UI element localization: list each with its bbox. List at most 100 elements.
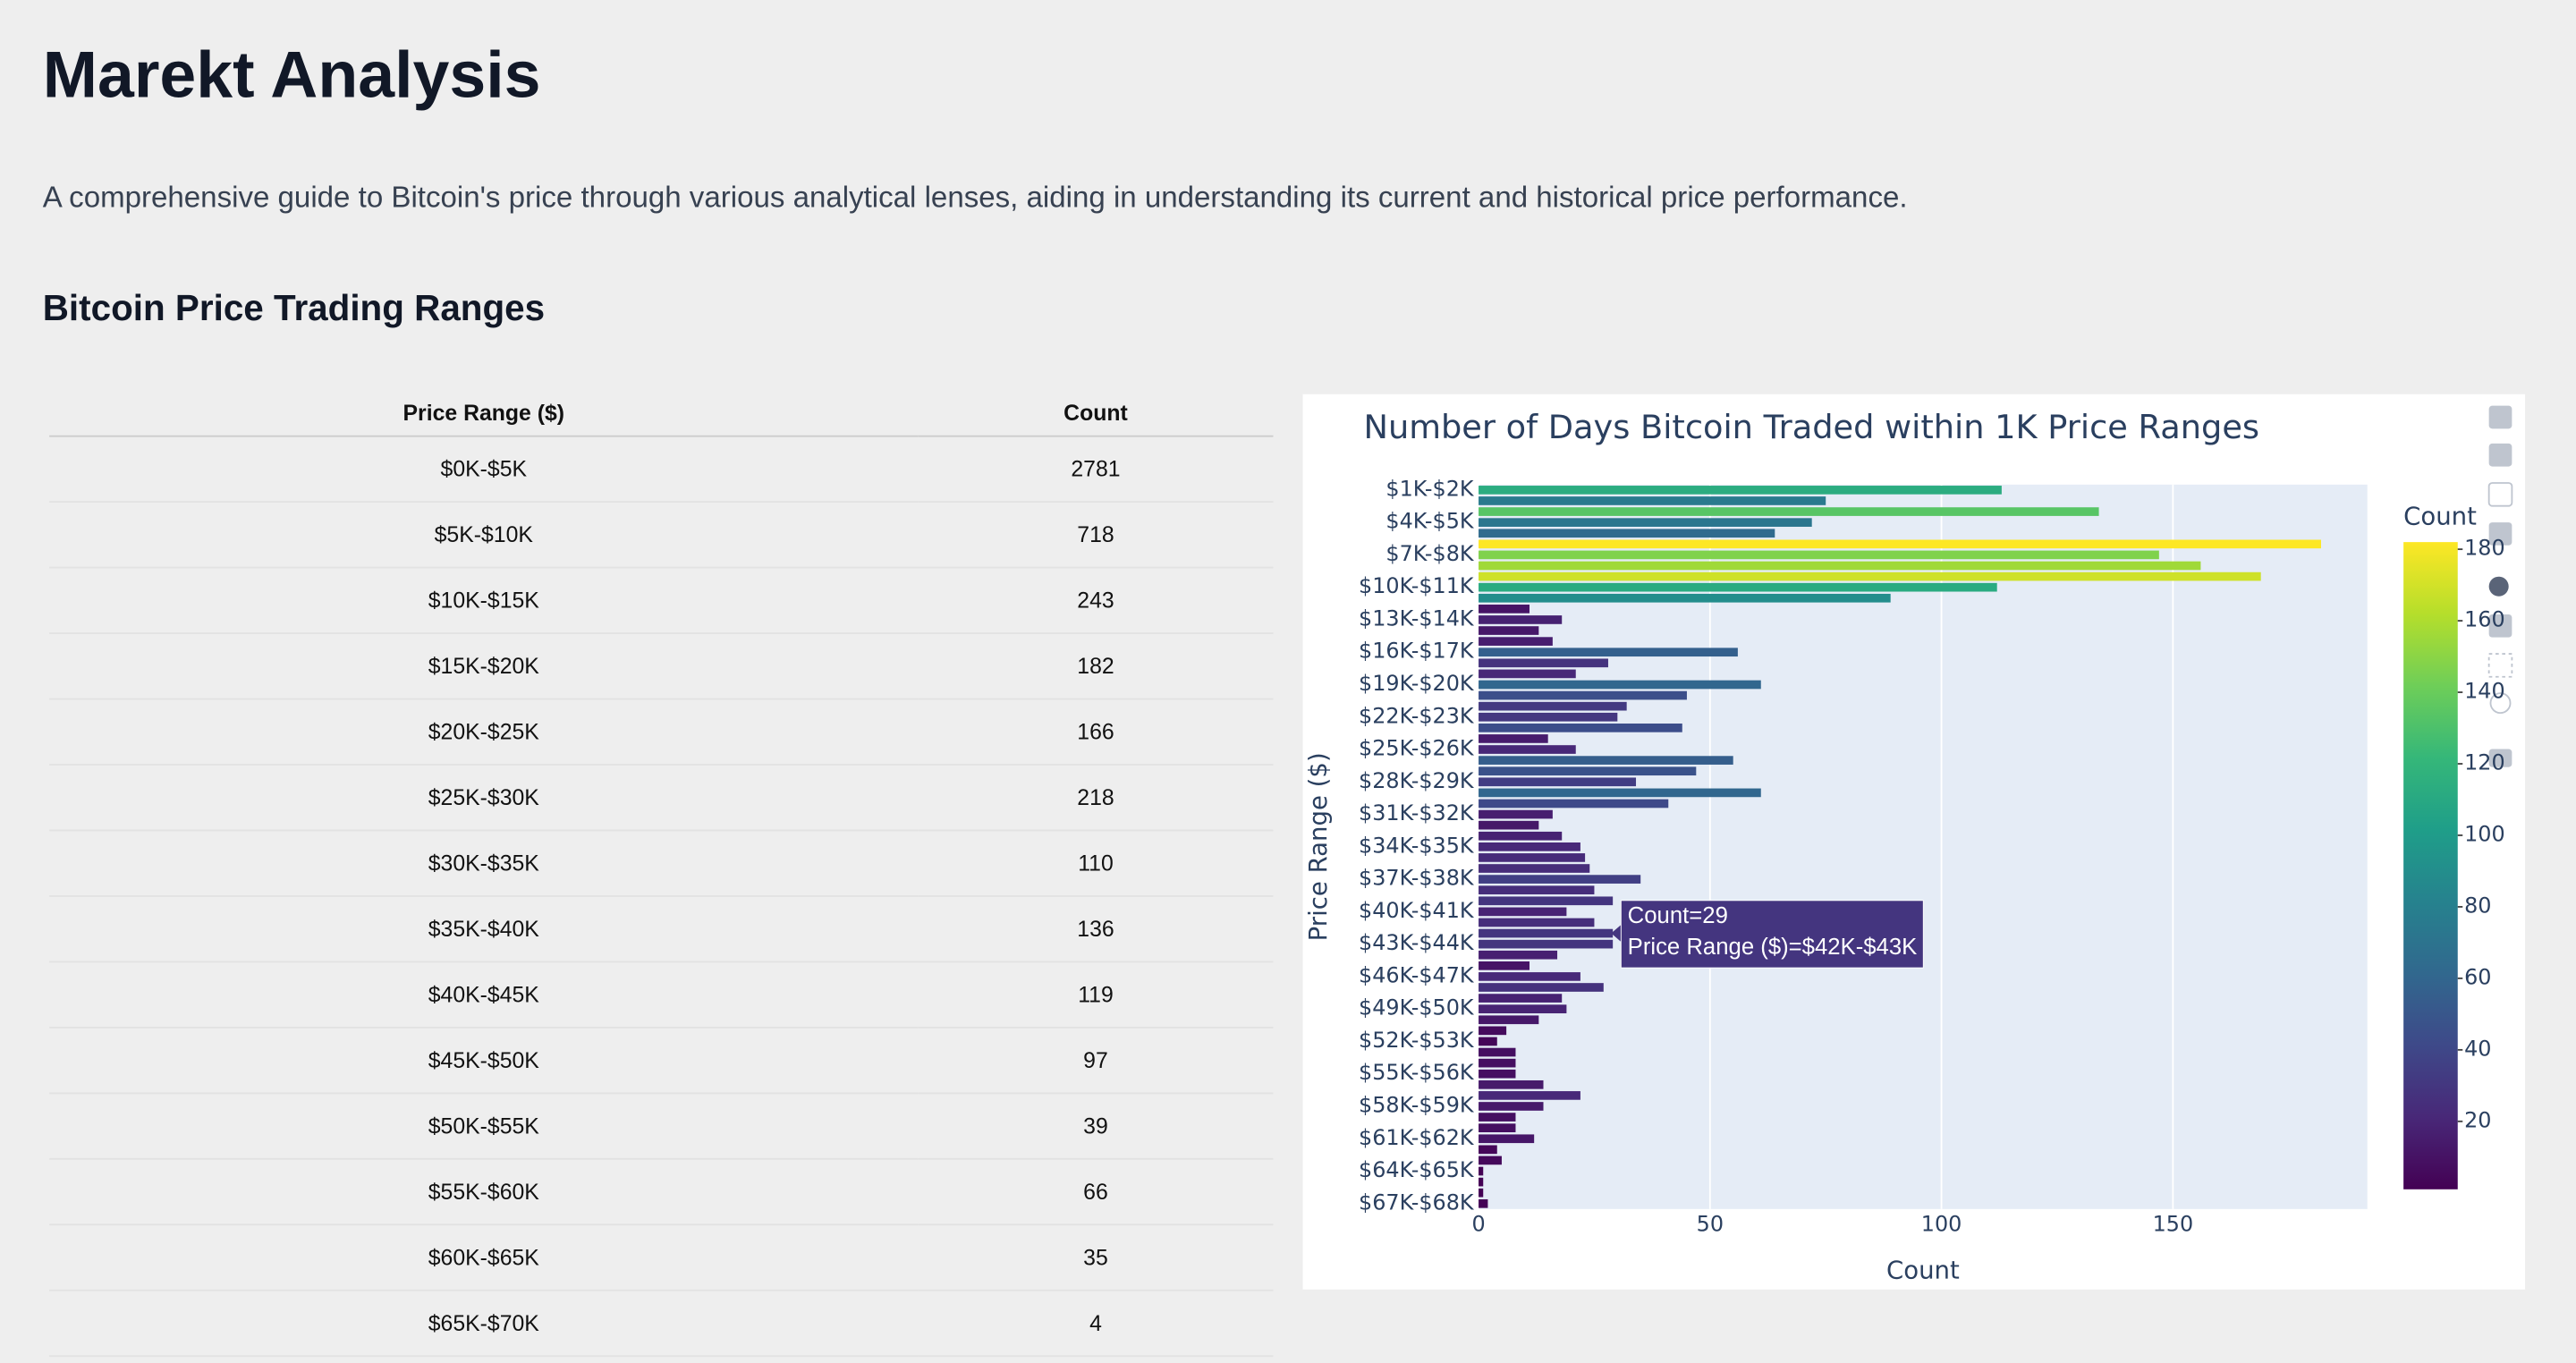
price-range-cell: $5K-$10K	[49, 502, 919, 569]
colorbar-title: Count	[2403, 503, 2477, 531]
bar	[1479, 745, 1576, 754]
table-row: $25K-$30K 218	[49, 765, 1274, 832]
bar	[1479, 864, 1590, 873]
autoscale-button[interactable]	[2487, 482, 2513, 507]
bar	[1479, 1091, 1580, 1100]
bar	[1479, 1079, 1544, 1089]
y-tick-label: $22K-$23K	[1359, 703, 1475, 728]
chart: Number of Days Bitcoin Traded within 1K …	[1304, 405, 2513, 1285]
column-header: Count	[918, 391, 1274, 437]
count-cell: 2781	[918, 436, 1274, 504]
box-select-button[interactable]	[2487, 653, 2513, 678]
y-tick-label: $40K-$41K	[1359, 898, 1475, 923]
zoom-button[interactable]	[2488, 576, 2509, 597]
y-tick-label: $7K-$8K	[1385, 541, 1474, 566]
plot-background	[1479, 484, 2368, 1209]
bar	[1479, 1015, 1539, 1025]
table-row: $30K-$35K 110	[49, 830, 1274, 897]
price-range-cell: $30K-$35K	[49, 830, 919, 897]
colorbar-tick-label: 20	[2464, 1107, 2491, 1132]
price-range-cell: $65K-$70K	[49, 1290, 919, 1358]
bar	[1479, 766, 1697, 776]
table-row: $55K-$60K 66	[49, 1158, 1274, 1226]
bar	[1479, 1198, 1488, 1208]
table-header-row: Price Range ($) Count	[49, 391, 1274, 437]
bar	[1479, 518, 1812, 527]
price-range-table: Price Range ($) Count $0K-$5K 2781 $5K-$10…	[49, 391, 1274, 1358]
count-cell: 218	[918, 765, 1274, 832]
bar	[1479, 939, 1614, 949]
colorbar	[2403, 542, 2458, 1189]
zoom-in-button[interactable]	[2488, 405, 2512, 429]
y-tick-label: $13K-$14K	[1359, 605, 1475, 631]
colorbar-tick-label: 100	[2464, 821, 2505, 846]
download-button[interactable]	[2488, 749, 2512, 767]
bar	[1479, 756, 1733, 765]
bar	[1479, 1177, 1484, 1187]
bar	[1479, 561, 2201, 571]
bar	[1479, 648, 1738, 657]
y-tick-label: $58K-$59K	[1359, 1092, 1475, 1117]
price-range-cell: $15K-$20K	[49, 633, 919, 700]
bar	[1479, 1113, 1516, 1122]
bar	[1479, 734, 1548, 743]
pan-button[interactable]	[2488, 614, 2512, 638]
page-description: A comprehensive guide to Bitcoin's price…	[42, 181, 1908, 214]
bar	[1479, 605, 1530, 614]
count-cell: 35	[918, 1224, 1274, 1291]
colorbar-tick-label: 60	[2464, 964, 2491, 989]
colorbar-tick-label: 140	[2464, 679, 2505, 704]
bar	[1479, 680, 1761, 690]
colorbar-tick-label: 120	[2464, 750, 2505, 775]
y-tick-label: $67K-$68K	[1359, 1189, 1475, 1215]
bar	[1479, 994, 1563, 1003]
tooltip-text: Count=29	[1628, 903, 1728, 928]
bar	[1479, 885, 1595, 895]
bar	[1479, 983, 1604, 992]
table-row: $0K-$5K 2781	[49, 436, 1274, 504]
bar	[1479, 658, 1608, 668]
count-cell: 243	[918, 567, 1274, 634]
y-tick-label: $46K-$47K	[1359, 962, 1475, 987]
bar	[1479, 831, 1563, 841]
x-tick-label: 50	[1697, 1212, 1724, 1237]
colorbar-tick-label: 40	[2464, 1036, 2491, 1061]
bar	[1479, 1134, 1535, 1144]
chart-container: Number of Days Bitcoin Traded within 1K …	[1302, 394, 2526, 1290]
modebar	[2487, 405, 2513, 767]
y-axis-title: Price Range ($)	[1304, 752, 1333, 941]
zoom-out-button[interactable]	[2488, 443, 2512, 467]
y-tick-label: $52K-$53K	[1359, 1028, 1475, 1053]
bar	[1479, 961, 1530, 970]
price-range-cell: $20K-$25K	[49, 698, 919, 766]
table-row: $35K-$40K 136	[49, 895, 1274, 963]
bar	[1479, 637, 1553, 646]
bar	[1479, 777, 1637, 787]
bar	[1479, 529, 1775, 538]
table-row: $20K-$25K 166	[49, 698, 1274, 766]
bar	[1479, 701, 1627, 711]
bar	[1479, 507, 2099, 516]
lasso-button[interactable]	[2489, 692, 2512, 715]
y-tick-label: $10K-$11K	[1359, 573, 1475, 598]
y-tick-label: $55K-$56K	[1359, 1060, 1475, 1085]
y-tick-label: $25K-$26K	[1359, 736, 1475, 761]
bar	[1479, 1058, 1516, 1068]
count-cell: 166	[918, 698, 1274, 766]
page-title: Marekt Analysis	[42, 39, 541, 112]
bar	[1479, 1188, 1484, 1198]
reset-button[interactable]	[2488, 522, 2512, 546]
table-row: $5K-$10K 718	[49, 502, 1274, 569]
price-range-cell: $25K-$30K	[49, 765, 919, 832]
count-cell: 182	[918, 633, 1274, 700]
y-tick-label: $49K-$50K	[1359, 995, 1475, 1020]
bar	[1479, 1037, 1497, 1046]
bar	[1479, 1047, 1516, 1057]
table-row: $40K-$45K 119	[49, 961, 1274, 1029]
y-tick-label: $28K-$29K	[1359, 768, 1475, 793]
bar	[1479, 1102, 1544, 1111]
table-row: $15K-$20K 182	[49, 633, 1274, 700]
y-tick-label: $1K-$2K	[1385, 476, 1474, 501]
bar	[1479, 842, 1580, 851]
count-cell: 110	[918, 830, 1274, 897]
